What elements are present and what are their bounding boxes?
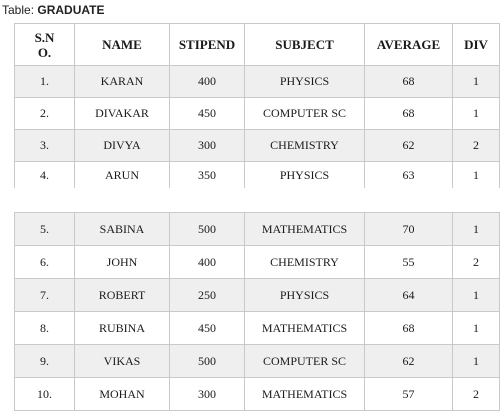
cell-subject: PHYSICS: [244, 278, 365, 312]
cell-div: 1: [452, 278, 500, 312]
graduate-table-part-2: 5. SABINA 500 MATHEMATICS 70 1 6. JOHN 4…: [14, 212, 500, 411]
cell-sno: 6.: [14, 245, 75, 279]
cell-subject: PHYSICS: [244, 65, 365, 98]
table-row: 1. KARAN 400 PHYSICS 68 1: [14, 65, 500, 98]
cell-name: DIVAKAR: [74, 97, 170, 130]
cell-stipend: 350: [169, 161, 245, 188]
cell-sno: 10.: [14, 377, 75, 411]
cell-stipend: 250: [169, 278, 245, 312]
cell-average: 63: [364, 161, 453, 188]
cell-subject: PHYSICS: [244, 161, 365, 188]
cell-average: 57: [364, 377, 453, 411]
header-average: AVERAGE: [364, 23, 453, 66]
cell-div: 1: [452, 311, 500, 345]
cell-name: MOHAN: [74, 377, 170, 411]
table-row: 5. SABINA 500 MATHEMATICS 70 1: [14, 212, 500, 246]
cell-stipend: 300: [169, 129, 245, 162]
cell-name: KARAN: [74, 65, 170, 98]
caption-table-name: GRADUATE: [37, 3, 105, 17]
cell-sno: 2.: [14, 97, 75, 130]
cell-name: VIKAS: [74, 344, 170, 378]
cell-stipend: 450: [169, 311, 245, 345]
cell-name: SABINA: [74, 212, 170, 246]
table-row: 9. VIKAS 500 COMPUTER SC 62 1: [14, 344, 500, 378]
table-row: 3. DIVYA 300 CHEMISTRY 62 2: [14, 129, 500, 162]
cell-subject: MATHEMATICS: [244, 311, 365, 345]
cell-average: 55: [364, 245, 453, 279]
graduate-table-part-1: S.N O. NAME STIPEND SUBJECT AVERAGE DIV …: [14, 23, 500, 188]
table-caption: Table: GRADUATE: [2, 3, 104, 17]
cell-sno: 7.: [14, 278, 75, 312]
cell-subject: COMPUTER SC: [244, 97, 365, 130]
cell-sno: 9.: [14, 344, 75, 378]
cell-average: 70: [364, 212, 453, 246]
cell-div: 1: [452, 97, 500, 130]
cell-subject: MATHEMATICS: [244, 212, 365, 246]
cell-name: RUBINA: [74, 311, 170, 345]
header-sno: S.N O.: [14, 23, 75, 66]
cell-name: ROBERT: [74, 278, 170, 312]
cell-subject: CHEMISTRY: [244, 129, 365, 162]
table-row: 10. MOHAN 300 MATHEMATICS 57 2: [14, 377, 500, 411]
table-row: 2. DIVAKAR 450 COMPUTER SC 68 1: [14, 97, 500, 130]
cell-stipend: 400: [169, 245, 245, 279]
cell-div: 1: [452, 65, 500, 98]
cell-div: 2: [452, 245, 500, 279]
cell-div: 1: [452, 344, 500, 378]
caption-prefix: Table:: [2, 3, 38, 17]
cell-div: 1: [452, 212, 500, 246]
header-div: DIV: [452, 23, 500, 66]
cell-average: 68: [364, 97, 453, 130]
cell-div: 1: [452, 161, 500, 188]
cell-stipend: 450: [169, 97, 245, 130]
cell-average: 64: [364, 278, 453, 312]
cell-stipend: 400: [169, 65, 245, 98]
cell-subject: COMPUTER SC: [244, 344, 365, 378]
cell-sno: 4.: [14, 161, 75, 188]
cell-subject: MATHEMATICS: [244, 377, 365, 411]
header-subject: SUBJECT: [244, 23, 365, 66]
cell-name: ARUN: [74, 161, 170, 188]
cell-sno: 8.: [14, 311, 75, 345]
cell-name: JOHN: [74, 245, 170, 279]
cell-stipend: 500: [169, 344, 245, 378]
cell-div: 2: [452, 129, 500, 162]
cell-sno: 1.: [14, 65, 75, 98]
table-row: 8. RUBINA 450 MATHEMATICS 68 1: [14, 311, 500, 345]
header-name: NAME: [74, 23, 170, 66]
table-row: 6. JOHN 400 CHEMISTRY 55 2: [14, 245, 500, 279]
cell-sno: 3.: [14, 129, 75, 162]
cell-stipend: 300: [169, 377, 245, 411]
cell-sno: 5.: [14, 212, 75, 246]
cell-average: 68: [364, 65, 453, 98]
cell-stipend: 500: [169, 212, 245, 246]
table-row: 4. ARUN 350 PHYSICS 63 1: [14, 161, 500, 188]
cell-average: 62: [364, 344, 453, 378]
header-row: S.N O. NAME STIPEND SUBJECT AVERAGE DIV: [14, 23, 500, 66]
header-stipend: STIPEND: [169, 23, 245, 66]
cell-subject: CHEMISTRY: [244, 245, 365, 279]
table-row: 7. ROBERT 250 PHYSICS 64 1: [14, 278, 500, 312]
cell-average: 68: [364, 311, 453, 345]
cell-average: 62: [364, 129, 453, 162]
cell-name: DIVYA: [74, 129, 170, 162]
cell-div: 2: [452, 377, 500, 411]
